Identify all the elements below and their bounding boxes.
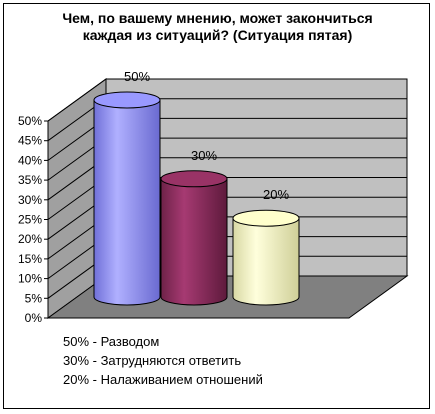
bar-top — [93, 91, 161, 109]
chart-title-line-1: Чем, по вашему мнению, может закончиться — [62, 10, 373, 26]
y-tick-label: 15% — [18, 252, 42, 266]
y-tick-label: 25% — [18, 213, 42, 227]
y-tick-label: 35% — [18, 173, 42, 187]
bar-1 — [93, 91, 161, 306]
y-tick-label: 40% — [18, 153, 42, 167]
chart-title-line-2: каждая из ситуаций? (Ситуация пятая) — [82, 27, 353, 43]
legend-entry-1: 50% - Разводом — [63, 334, 160, 349]
data-label: 30% — [191, 148, 217, 163]
legend-entry-2: 30% - Затрудняются ответить — [63, 353, 242, 368]
y-tick-label: 50% — [18, 114, 42, 128]
bar-body — [232, 217, 300, 306]
chart-title: Чем, по вашему мнению, может закончиться… — [0, 10, 435, 44]
y-tick-label: 10% — [18, 272, 42, 286]
bar-body — [93, 99, 161, 306]
data-label: 50% — [124, 69, 150, 84]
legend: 50% - Разводом 30% - Затрудняются ответи… — [63, 332, 263, 389]
y-tick-label: 45% — [18, 134, 42, 148]
data-label: 20% — [263, 187, 289, 202]
y-tick-label: 20% — [18, 232, 42, 246]
bar-3 — [232, 209, 300, 306]
y-tick-label: 5% — [25, 291, 43, 305]
bar-body — [160, 178, 228, 306]
bar-top — [160, 170, 228, 188]
y-tick-label: 30% — [18, 193, 42, 207]
bar-top — [232, 209, 300, 227]
gridline — [47, 78, 407, 122]
y-tick-label: 0% — [25, 311, 43, 325]
bar-2 — [160, 170, 228, 306]
legend-entry-3: 20% - Налаживанием отношений — [63, 372, 263, 387]
